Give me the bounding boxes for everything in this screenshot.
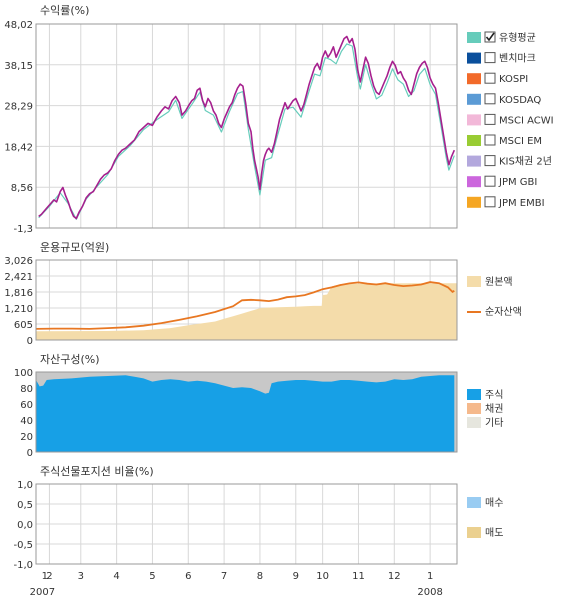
- y-tick-label: -1,3: [13, 224, 33, 235]
- legend-swatch: [467, 93, 481, 105]
- x-tick-label: 3: [78, 571, 84, 582]
- legend-swatch: [467, 497, 481, 508]
- x-tick-label: 11: [352, 571, 365, 582]
- panel-title: 운용규모(억원): [40, 241, 109, 254]
- legend-swatch: [467, 114, 481, 126]
- y-tick-label: 18,42: [4, 142, 33, 153]
- legend-label: 매도: [485, 527, 503, 539]
- legend-swatch: [467, 52, 481, 64]
- y-tick-label: 1,210: [4, 304, 33, 315]
- y-tick-label: -1,0: [13, 560, 33, 571]
- plot-frame: [35, 483, 458, 565]
- legend-checkbox[interactable]: [484, 134, 496, 146]
- y-tick-label: 60: [20, 400, 33, 411]
- panel-title: 주식선물포지션 비율(%): [40, 465, 154, 478]
- y-tick-label: 20: [20, 432, 33, 443]
- y-tick-label: 1,0: [17, 480, 33, 491]
- legend-checkbox[interactable]: [484, 196, 496, 208]
- y-tick-label: 80: [20, 384, 33, 395]
- legend-checkbox[interactable]: [484, 31, 496, 43]
- legend-swatch: [467, 403, 481, 414]
- legend-label: 유형평균: [499, 32, 536, 44]
- y-tick-label: 48,02: [4, 20, 33, 31]
- legend-label: 원본액: [485, 276, 513, 288]
- y-tick-label: 0,5: [17, 500, 33, 511]
- y-tick-label: 1,816: [4, 288, 33, 299]
- x-tick-label: 1: [427, 571, 433, 582]
- y-tick-label: 0: [27, 336, 33, 347]
- panel-title: 자산구성(%): [40, 353, 100, 366]
- legend-label: JPM GBI: [498, 177, 537, 188]
- x-year-label: 2007: [30, 587, 55, 598]
- legend-label: MSCI EM: [499, 136, 542, 147]
- legend-checkbox[interactable]: [484, 72, 496, 84]
- plot-area: [36, 24, 457, 228]
- y-tick-label: 0: [27, 448, 33, 459]
- principal-area: [36, 283, 457, 340]
- y-tick-label: 100: [14, 368, 33, 379]
- legend-swatch: [467, 32, 481, 43]
- legend-swatch: [467, 73, 481, 85]
- y-tick-label: 605: [14, 320, 33, 331]
- y-tick-label: -0,5: [13, 540, 33, 551]
- plot-frame: [35, 371, 458, 453]
- legend-checkbox[interactable]: [484, 52, 496, 64]
- legend-label: JPM EMBI: [498, 198, 545, 209]
- y-tick-label: 40: [20, 416, 33, 427]
- y-tick-label: 38,15: [4, 61, 33, 72]
- x-tick-label: 8: [257, 571, 263, 582]
- x-tick-label: 4: [113, 571, 119, 582]
- x-tick-label: 5: [149, 571, 155, 582]
- legend-label: MSCI ACWI: [499, 115, 554, 126]
- legend-checkbox[interactable]: [484, 93, 496, 105]
- legend-swatch: [467, 527, 481, 538]
- plot-frame: [35, 259, 458, 341]
- legend-swatch: [467, 417, 481, 428]
- legend-swatch: [467, 196, 481, 208]
- x-tick-label: 12: [388, 571, 401, 582]
- y-tick-label: 28,29: [4, 102, 33, 113]
- x-tick-label: 10: [316, 571, 329, 582]
- x-tick-label: 1: [42, 571, 48, 582]
- y-tick-label: 2,421: [4, 272, 33, 283]
- legend-swatch: [467, 176, 481, 188]
- legend-swatch: [467, 389, 481, 400]
- legend-label: 주식: [485, 389, 503, 401]
- legend-label: 채권: [485, 403, 503, 415]
- x-tick-label: 7: [221, 571, 227, 582]
- legend-label: KIS채권 2년: [499, 156, 552, 168]
- x-tick-label: 9: [293, 571, 299, 582]
- legend-label: KOSPI: [499, 74, 528, 85]
- x-tick-label: 6: [185, 571, 191, 582]
- y-tick-label: 8,56: [11, 183, 33, 194]
- x-year-label: 2008: [417, 587, 442, 598]
- legend-label: 벤치마크: [499, 53, 536, 65]
- plot-frame: [35, 23, 458, 229]
- legend-checkbox[interactable]: [484, 155, 496, 167]
- legend-checkbox[interactable]: [484, 175, 496, 187]
- legend-checkbox[interactable]: [484, 113, 496, 125]
- stock-area: [36, 375, 455, 452]
- legend-label: 기타: [485, 417, 503, 429]
- legend-label: KOSDAQ: [499, 95, 541, 106]
- legend-swatch: [467, 155, 481, 167]
- series-line: [38, 43, 455, 220]
- panel-title: 수익률(%): [40, 4, 89, 17]
- legend-swatch: [467, 135, 481, 146]
- legend-swatch: [467, 276, 481, 287]
- net-asset-line: [35, 281, 455, 330]
- legend-label: 순자산액: [485, 306, 522, 318]
- y-tick-label: 0,0: [17, 520, 33, 531]
- y-tick-label: 3,026: [4, 256, 33, 267]
- legend-label: 매수: [485, 497, 503, 509]
- series-line: [38, 35, 456, 220]
- check-icon: [485, 32, 495, 42]
- x-tick-label: 2: [46, 571, 52, 582]
